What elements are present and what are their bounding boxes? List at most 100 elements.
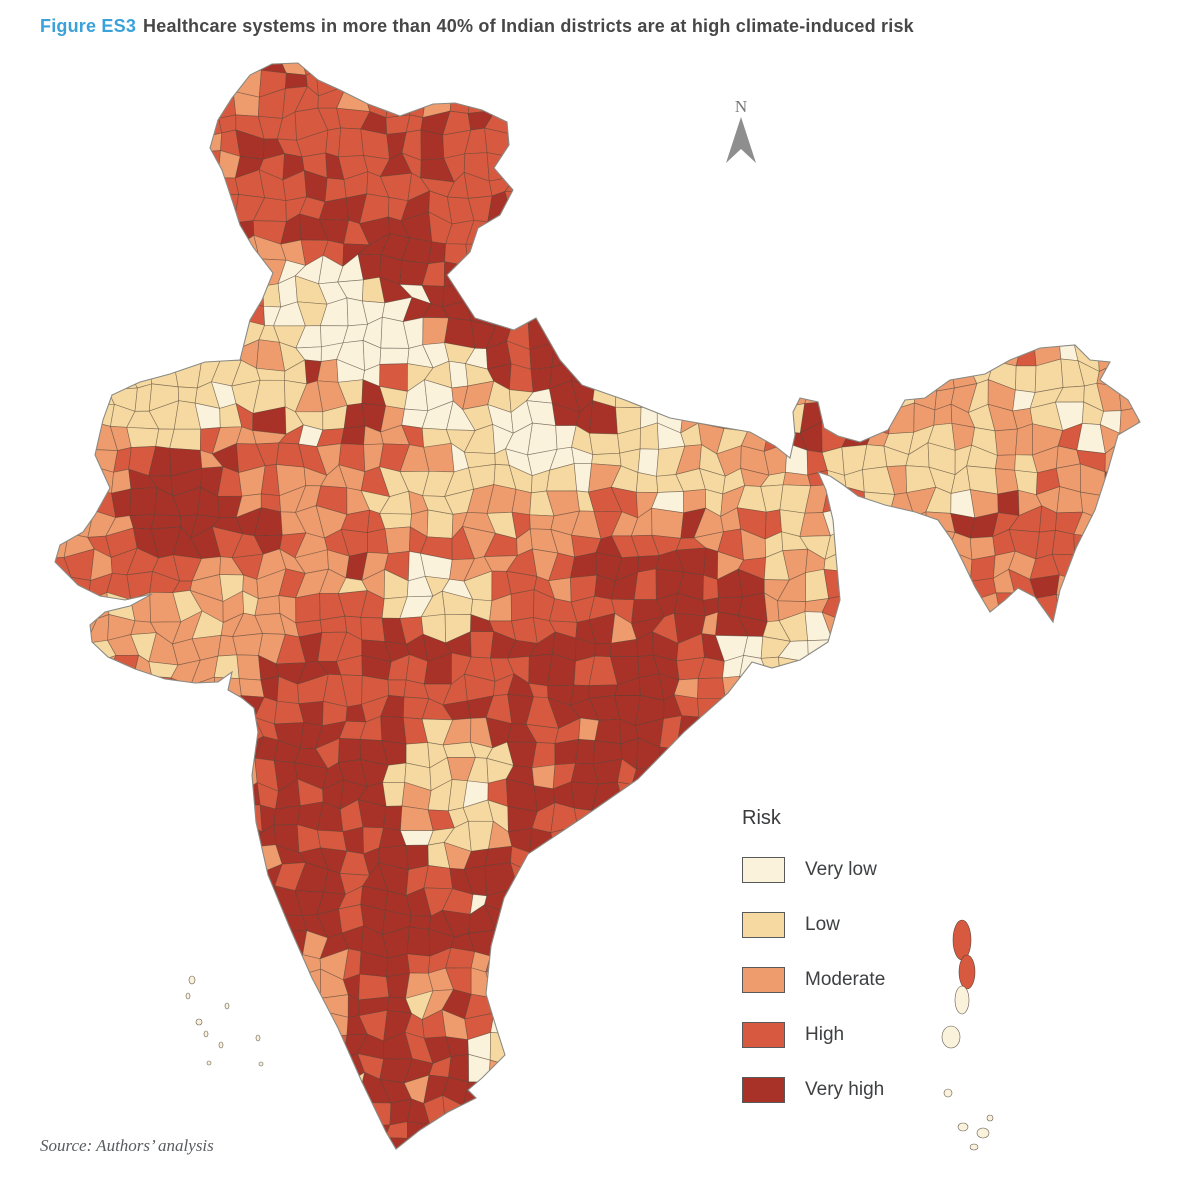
district-cell <box>343 403 366 429</box>
district-cell <box>762 154 786 182</box>
district-cell <box>928 1141 956 1149</box>
district-cell <box>883 678 917 708</box>
district-cell <box>1051 804 1078 833</box>
district-cell <box>106 129 139 162</box>
district-cell <box>149 171 172 197</box>
district-cell <box>67 274 97 307</box>
district-cell <box>1116 803 1140 825</box>
district-cell <box>990 799 1019 833</box>
district-cell <box>147 972 173 1002</box>
district-cell <box>231 994 264 1015</box>
district-cell <box>929 722 955 749</box>
district-cell <box>1051 277 1083 308</box>
district-cell <box>757 233 788 267</box>
district-cell <box>55 1011 69 1043</box>
district-cell <box>551 862 578 897</box>
district-cell <box>994 65 1019 96</box>
district-cell <box>990 1057 1017 1083</box>
district-cell <box>785 721 812 745</box>
district-cell <box>1015 316 1042 351</box>
island <box>188 975 196 985</box>
district-cell <box>65 929 88 956</box>
district-cell <box>593 1013 622 1042</box>
district-cell <box>1053 320 1076 347</box>
district-cell <box>948 865 974 895</box>
figure-title-text: Healthcare systems in more than 40% of I… <box>143 16 914 36</box>
district-cell <box>911 1081 936 1107</box>
district-cell <box>259 1052 285 1085</box>
district-cell <box>70 63 94 78</box>
district-cell <box>114 718 131 743</box>
district-cell <box>847 110 869 138</box>
district-cell <box>925 150 953 181</box>
district-cell <box>997 489 1020 516</box>
district-cell <box>510 589 535 622</box>
district-cell <box>508 910 534 938</box>
district-cell <box>1116 128 1138 160</box>
district-cell <box>111 801 137 831</box>
district-cell <box>359 64 391 99</box>
district-cell <box>591 916 621 937</box>
district-cell <box>173 784 202 810</box>
district-cell <box>590 932 620 955</box>
district-cell <box>315 1093 339 1125</box>
district-cell <box>697 677 726 699</box>
district-cell <box>615 257 639 285</box>
district-cell <box>90 695 119 723</box>
district-cell <box>1074 633 1105 666</box>
district-cell <box>72 421 95 450</box>
district-cell <box>589 432 621 455</box>
district-cell <box>129 822 152 843</box>
legend-swatch <box>742 1076 785 1103</box>
district-cell <box>590 1096 613 1127</box>
island <box>969 1143 979 1151</box>
district-cell <box>951 788 980 813</box>
island <box>206 1060 212 1066</box>
district-cell <box>591 132 623 157</box>
district-cell <box>865 64 890 97</box>
district-cell <box>109 219 135 240</box>
district-cell <box>470 967 494 999</box>
district-cell <box>952 318 980 345</box>
district-cell <box>861 360 892 391</box>
district-cell <box>212 759 245 792</box>
district-cell <box>994 277 1017 308</box>
district-cell <box>274 1076 306 1104</box>
district-cell <box>714 992 746 1023</box>
district-cell <box>1034 157 1063 177</box>
district-cell <box>632 1061 661 1081</box>
district-cell <box>1095 849 1126 875</box>
district-cell <box>595 192 619 224</box>
district-cell <box>1093 957 1122 979</box>
district-cell <box>820 279 851 309</box>
district-cell <box>484 1098 514 1128</box>
district-cell <box>1015 1120 1040 1149</box>
district-cell <box>1135 115 1140 140</box>
district-cell <box>297 1034 327 1064</box>
district-cell <box>277 914 308 933</box>
district-cell <box>905 527 930 557</box>
district-cell <box>638 975 663 1000</box>
district-cell <box>1137 652 1140 684</box>
district-cell <box>702 947 726 978</box>
district-cell <box>148 359 179 388</box>
district-cell <box>1031 886 1060 911</box>
district-cell <box>55 758 77 781</box>
district-cell <box>172 742 201 763</box>
district-cell <box>930 778 954 813</box>
district-cell <box>1050 131 1079 161</box>
district-cell <box>65 325 93 344</box>
district-cell <box>55 63 72 78</box>
district-cell <box>701 316 725 348</box>
district-cell <box>551 1055 579 1075</box>
district-cell <box>168 862 200 893</box>
district-cell <box>570 197 599 221</box>
district-cell <box>1093 88 1121 114</box>
district-cell <box>150 134 175 161</box>
district-cell <box>72 304 97 328</box>
district-cell <box>129 995 160 1017</box>
district-cell <box>379 347 410 365</box>
district-cell <box>924 86 958 114</box>
district-cell <box>1093 173 1124 204</box>
district-cell <box>912 171 931 199</box>
